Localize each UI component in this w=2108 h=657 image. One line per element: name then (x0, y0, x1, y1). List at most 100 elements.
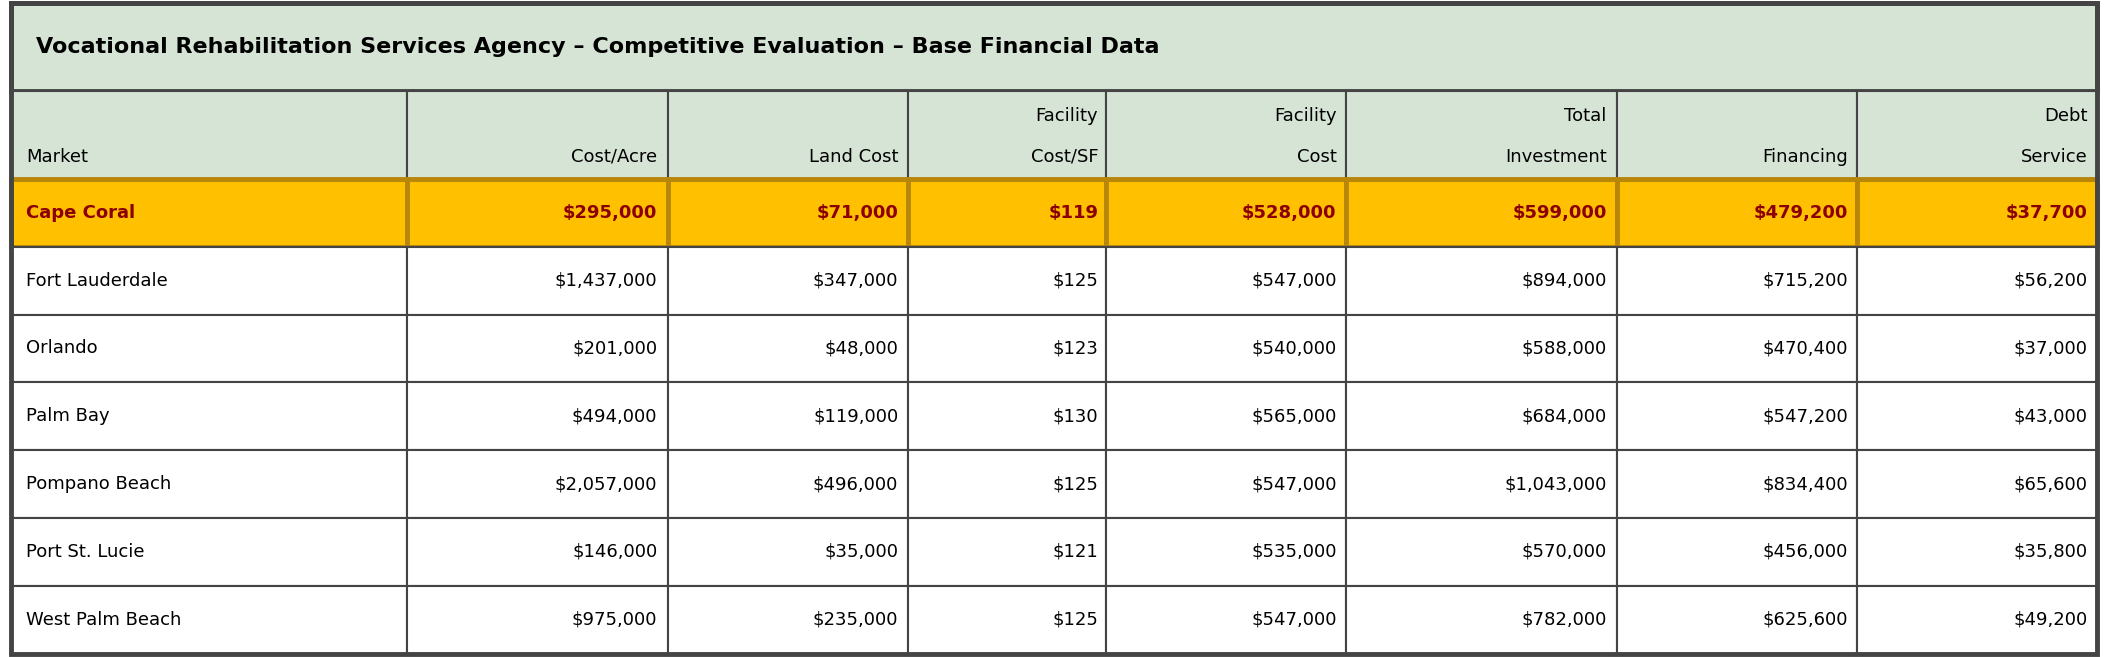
Bar (909, 382, 1107, 450)
Bar (11, 3, 2097, 91)
Text: $295,000: $295,000 (563, 204, 658, 222)
Text: $123: $123 (1052, 340, 1098, 357)
Text: $479,200: $479,200 (1754, 204, 1849, 222)
Bar (1617, 91, 1857, 179)
Text: Facility: Facility (1035, 106, 1098, 125)
Bar (1857, 518, 2097, 586)
Bar (1347, 450, 1617, 518)
Text: $834,400: $834,400 (1762, 475, 1849, 493)
Text: $71,000: $71,000 (816, 204, 898, 222)
Bar (1347, 382, 1617, 450)
Bar (1617, 179, 1857, 247)
Bar (1617, 450, 1857, 518)
Bar (1617, 382, 1857, 450)
Text: Cost/Acre: Cost/Acre (571, 148, 658, 166)
Text: $684,000: $684,000 (1522, 407, 1606, 425)
Bar (11, 247, 407, 315)
Text: $570,000: $570,000 (1522, 543, 1606, 561)
Bar (909, 518, 1107, 586)
Text: $35,000: $35,000 (824, 543, 898, 561)
Bar (1857, 247, 2097, 315)
Bar (11, 91, 407, 179)
Text: $494,000: $494,000 (571, 407, 658, 425)
Text: Orlando: Orlando (27, 340, 99, 357)
Text: $130: $130 (1052, 407, 1098, 425)
Text: Port St. Lucie: Port St. Lucie (27, 543, 145, 561)
Bar (1347, 518, 1617, 586)
Text: Investment: Investment (1505, 148, 1606, 166)
Text: $37,000: $37,000 (2013, 340, 2087, 357)
Bar (909, 91, 1107, 179)
Text: Cape Coral: Cape Coral (27, 204, 135, 222)
Bar (668, 586, 909, 654)
Bar (407, 586, 668, 654)
Bar (1107, 518, 1347, 586)
Text: Fort Lauderdale: Fort Lauderdale (27, 271, 169, 290)
Text: $125: $125 (1052, 475, 1098, 493)
Text: Palm Bay: Palm Bay (27, 407, 110, 425)
Text: Service: Service (2022, 148, 2087, 166)
Bar (1617, 247, 1857, 315)
Bar (1107, 382, 1347, 450)
Text: $528,000: $528,000 (1242, 204, 1336, 222)
Text: Total: Total (1564, 106, 1606, 125)
Bar (11, 518, 407, 586)
Bar (1857, 586, 2097, 654)
Text: $119,000: $119,000 (814, 407, 898, 425)
Text: $547,000: $547,000 (1250, 475, 1336, 493)
Text: Vocational Rehabilitation Services Agency – Competitive Evaluation – Base Financ: Vocational Rehabilitation Services Agenc… (36, 37, 1159, 57)
Bar (909, 586, 1107, 654)
Bar (11, 315, 407, 382)
Text: $121: $121 (1052, 543, 1098, 561)
Bar (1107, 315, 1347, 382)
Text: Pompano Beach: Pompano Beach (27, 475, 171, 493)
Bar (1617, 315, 1857, 382)
Bar (11, 450, 407, 518)
Bar (11, 179, 407, 247)
Bar (668, 179, 909, 247)
Text: Cost/SF: Cost/SF (1031, 148, 1098, 166)
Text: $65,600: $65,600 (2013, 475, 2087, 493)
Bar (407, 91, 668, 179)
Bar (668, 382, 909, 450)
Bar (407, 518, 668, 586)
Text: $2,057,000: $2,057,000 (554, 475, 658, 493)
Bar (909, 315, 1107, 382)
Bar (1857, 179, 2097, 247)
Text: Cost: Cost (1296, 148, 1336, 166)
Text: $1,437,000: $1,437,000 (554, 271, 658, 290)
Text: $547,200: $547,200 (1762, 407, 1849, 425)
Bar (1347, 91, 1617, 179)
Text: $49,200: $49,200 (2013, 611, 2087, 629)
Text: $1,043,000: $1,043,000 (1505, 475, 1606, 493)
Bar (1857, 382, 2097, 450)
Bar (668, 450, 909, 518)
Text: $37,700: $37,700 (2007, 204, 2087, 222)
Text: Market: Market (27, 148, 89, 166)
Text: $201,000: $201,000 (573, 340, 658, 357)
Text: Land Cost: Land Cost (809, 148, 898, 166)
Text: $496,000: $496,000 (814, 475, 898, 493)
Text: $146,000: $146,000 (571, 543, 658, 561)
Text: $470,400: $470,400 (1762, 340, 1849, 357)
Text: $565,000: $565,000 (1252, 407, 1336, 425)
Text: Facility: Facility (1273, 106, 1336, 125)
Bar (11, 382, 407, 450)
Text: $715,200: $715,200 (1762, 271, 1849, 290)
Text: $56,200: $56,200 (2013, 271, 2087, 290)
Text: $48,000: $48,000 (824, 340, 898, 357)
Text: $43,000: $43,000 (2013, 407, 2087, 425)
Bar (1857, 91, 2097, 179)
Text: Financing: Financing (1762, 148, 1849, 166)
Text: $782,000: $782,000 (1522, 611, 1606, 629)
Bar (1617, 586, 1857, 654)
Text: $125: $125 (1052, 611, 1098, 629)
Bar (1347, 179, 1617, 247)
Bar (407, 247, 668, 315)
Text: Debt: Debt (2045, 106, 2087, 125)
Text: $456,000: $456,000 (1762, 543, 1849, 561)
Text: $125: $125 (1052, 271, 1098, 290)
Bar (1857, 450, 2097, 518)
Text: $540,000: $540,000 (1252, 340, 1336, 357)
Text: West Palm Beach: West Palm Beach (27, 611, 181, 629)
